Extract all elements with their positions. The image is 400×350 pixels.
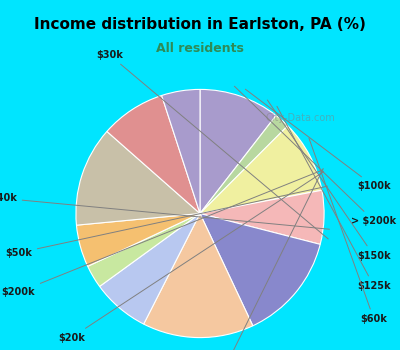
Wedge shape [162, 89, 200, 214]
Text: All residents: All residents [156, 42, 244, 56]
Text: $30k: $30k [96, 50, 328, 239]
Text: $200k: $200k [2, 170, 323, 297]
Text: $125k: $125k [277, 106, 391, 291]
Text: $100k: $100k [245, 89, 391, 191]
Text: $75k: $75k [202, 168, 323, 350]
Text: City-Data.com: City-Data.com [265, 113, 335, 123]
Text: Income distribution in Earlston, PA (%): Income distribution in Earlston, PA (%) [34, 17, 366, 32]
Wedge shape [100, 214, 200, 324]
Text: $50k: $50k [5, 186, 328, 258]
Wedge shape [200, 190, 324, 244]
Wedge shape [200, 116, 288, 214]
Wedge shape [200, 214, 320, 326]
Text: > $200k: > $200k [234, 86, 396, 226]
Wedge shape [107, 96, 200, 214]
Text: $20k: $20k [58, 172, 324, 343]
Wedge shape [200, 126, 322, 214]
Wedge shape [144, 214, 253, 338]
Wedge shape [88, 214, 200, 286]
Text: $60k: $60k [309, 138, 388, 324]
Text: $40k: $40k [0, 193, 330, 229]
Wedge shape [200, 89, 276, 214]
Wedge shape [76, 214, 200, 266]
Wedge shape [76, 132, 200, 225]
Text: $150k: $150k [267, 100, 391, 261]
